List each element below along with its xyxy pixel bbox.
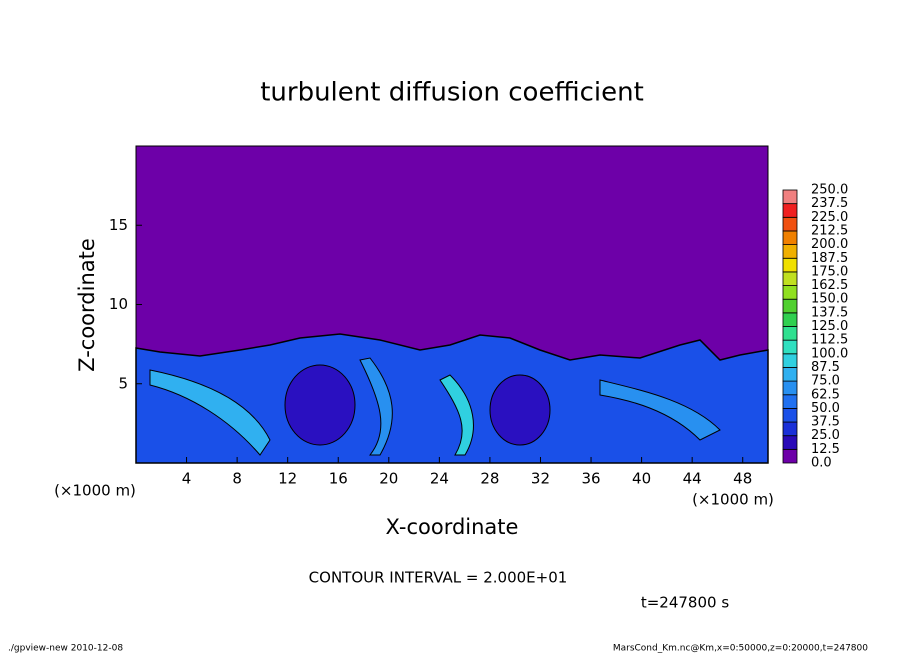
colorbar-box [782, 298, 798, 314]
colorbar-box [782, 271, 798, 286]
colorbar-label: 37.5 [811, 415, 840, 430]
colorbar-box [782, 353, 798, 368]
colorbar-label: 237.5 [811, 196, 848, 211]
colorbar-label: 250.0 [811, 183, 848, 198]
eddy [149, 369, 271, 456]
x-tick-label: 32 [531, 470, 550, 488]
contour-interval: CONTOUR INTERVAL = 2.000E+01 [309, 569, 568, 587]
colorbar-label: 100.0 [811, 346, 848, 361]
y-axis-label: Z-coordinate [75, 238, 99, 372]
colorbar-label: 175.0 [811, 264, 848, 279]
colorbar-box [782, 421, 798, 437]
colorbar-box [782, 380, 798, 396]
y-tick-label: 10 [109, 295, 128, 313]
eddy [439, 374, 474, 456]
footer-left: ./gpview-new 2010-12-08 [8, 644, 123, 654]
colorbar-box [782, 326, 798, 341]
colorbar-box [782, 435, 798, 450]
x-tick-label: 16 [329, 470, 348, 488]
eddy [359, 357, 393, 456]
colorbar-box [782, 285, 798, 300]
colorbar-label: 187.5 [811, 251, 848, 266]
x-tick-label: 44 [683, 470, 702, 488]
x-tick-label: 4 [182, 470, 192, 488]
x-tick-label: 24 [430, 470, 449, 488]
x-axis-label: X-coordinate [386, 515, 519, 539]
colorbar-box [782, 407, 798, 423]
x-tick-label: 12 [278, 470, 297, 488]
x-tick-label: 36 [581, 470, 600, 488]
colorbar-box [782, 312, 798, 327]
colorbar-label: 125.0 [811, 319, 848, 334]
chart-title: turbulent diffusion coefficient [260, 78, 644, 108]
colorbar-box [782, 448, 798, 464]
colorbar-box [782, 339, 798, 355]
y-tick-label: 5 [118, 374, 128, 392]
colorbar-box [782, 216, 798, 232]
eddy [489, 374, 551, 446]
colorbar-box [782, 367, 798, 382]
time-label: t=247800 s [641, 594, 729, 612]
y-tick-label: 15 [109, 216, 128, 234]
colorbar-label: 50.0 [811, 401, 840, 416]
colorbar-label: 87.5 [811, 360, 840, 375]
colorbar-box [782, 244, 798, 259]
colorbar-box [782, 203, 798, 218]
colorbar-box [782, 394, 798, 409]
colorbar-label: 137.5 [811, 305, 848, 320]
x-tick-label: 48 [733, 470, 752, 488]
field [135, 145, 769, 464]
colorbar-label: 12.5 [811, 442, 840, 457]
colorbar-label: 162.5 [811, 278, 848, 293]
x-unit-label: (×1000 m) [692, 491, 774, 509]
x-tick-label: 40 [632, 470, 651, 488]
x-tick-label: 28 [480, 470, 499, 488]
eddy [599, 379, 721, 441]
colorbar-label: 75.0 [811, 374, 840, 389]
x-unit-label: (×1000 m) [54, 482, 136, 500]
colorbar-label: 200.0 [811, 237, 848, 252]
colorbar-label: 62.5 [811, 387, 840, 402]
colorbar-label: 212.5 [811, 223, 848, 238]
colorbar-label: 112.5 [811, 333, 848, 348]
x-tick-label: 20 [379, 470, 398, 488]
colorbar-box [782, 230, 798, 245]
colorbar-box [782, 257, 798, 273]
colorbar-label: 150.0 [811, 292, 848, 307]
footer-right: MarsCond_Km.nc@Km,x=0:50000,z=0:20000,t=… [613, 644, 868, 654]
colorbar-label: 25.0 [811, 428, 840, 443]
eddy [284, 364, 356, 446]
x-tick-label: 8 [232, 470, 242, 488]
colorbar-label: 225.0 [811, 210, 848, 225]
colorbar-label: 0.0 [811, 456, 832, 471]
colorbar-box [782, 189, 798, 205]
